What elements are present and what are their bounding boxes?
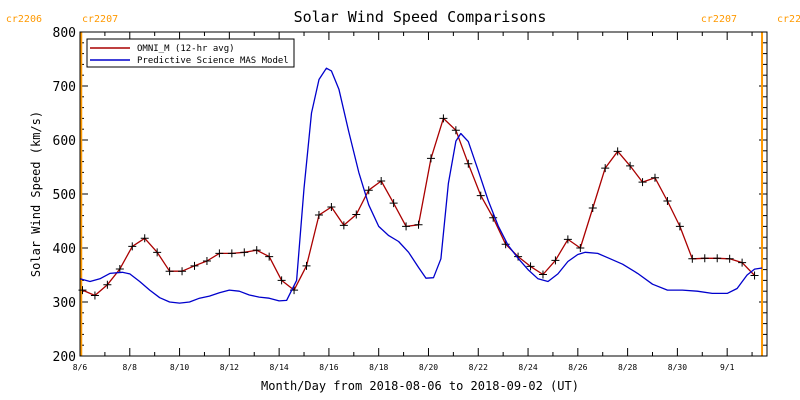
data-point-marker	[725, 254, 734, 263]
y-tick-label: 600	[53, 134, 76, 149]
x-tick-label: 8/16	[319, 363, 338, 372]
data-point-marker	[327, 202, 336, 211]
data-point-marker	[526, 262, 535, 271]
y-axis-label: Solar Wind Speed (km/s)	[29, 111, 43, 277]
data-point-marker	[439, 114, 448, 123]
data-point-marker	[402, 222, 411, 231]
carrington-label: cr2207	[82, 14, 118, 25]
data-point-marker	[551, 256, 560, 265]
data-point-marker	[115, 265, 124, 274]
x-tick-label: 8/10	[170, 363, 189, 372]
data-point-marker	[377, 177, 386, 186]
data-point-marker	[277, 276, 286, 285]
x-axis: 8/6 8/8 8/10 8/12 8/14 8/16 8/18 8/20 8/22 8/24 8/…	[73, 32, 753, 372]
data-point-marker	[153, 248, 162, 257]
data-point-marker	[128, 242, 137, 251]
y-tick-label: 300	[53, 296, 76, 311]
x-tick-label: 8/26	[568, 363, 587, 372]
plot-area: 200 300 400 500 600 700 800 8/6 8/8 8/10 8/12 8/14…	[53, 26, 768, 372]
data-point-marker	[626, 161, 635, 170]
x-tick-label: 8/18	[369, 363, 388, 372]
data-point-marker	[588, 204, 597, 213]
series-lines	[78, 67, 763, 304]
data-point-marker	[750, 271, 759, 280]
data-point-marker	[90, 291, 99, 300]
data-point-marker	[389, 199, 398, 208]
data-point-marker	[700, 254, 709, 263]
data-point-marker	[538, 270, 547, 279]
data-point-marker	[190, 261, 199, 270]
y-tick-label: 700	[53, 80, 76, 95]
data-point-marker	[489, 213, 498, 222]
legend-box	[86, 38, 295, 68]
data-point-marker	[738, 258, 747, 267]
carrington-rotation-lines	[80, 32, 764, 356]
data-point-marker	[352, 210, 361, 219]
x-axis-label: Month/Day from 2018-08-06 to 2018-09-02 …	[261, 379, 579, 393]
y-tick-label: 200	[53, 350, 76, 365]
carrington-label: cr2206	[6, 14, 42, 25]
y-tick-label: 500	[53, 188, 76, 203]
x-tick-label: 8/12	[220, 363, 239, 372]
data-point-marker	[514, 252, 523, 261]
x-tick-label: 8/24	[518, 363, 537, 372]
x-tick-label: 8/30	[668, 363, 687, 372]
y-tick-label: 400	[53, 242, 76, 257]
data-point-marker	[576, 244, 585, 252]
x-tick-label: 8/22	[469, 363, 488, 372]
x-tick-label: 8/14	[269, 363, 288, 372]
data-point-marker	[426, 154, 435, 163]
chart-title: Solar Wind Speed Comparisons	[294, 8, 547, 26]
data-point-marker	[613, 147, 622, 156]
data-point-marker	[451, 126, 460, 135]
data-point-marker	[464, 159, 473, 168]
data-point-marker	[140, 234, 149, 243]
x-tick-label: 8/8	[123, 363, 138, 372]
data-point-marker	[252, 246, 261, 255]
data-point-marker	[265, 252, 274, 261]
y-tick-label: 800	[53, 26, 76, 41]
plot-frame	[79, 31, 768, 357]
legend: OMNI_M (12-hr avg) Predictive Science MA…	[86, 38, 295, 68]
data-point-marker	[650, 173, 659, 182]
data-point-marker	[364, 186, 373, 195]
data-point-marker	[302, 261, 311, 270]
data-point-marker	[476, 191, 485, 200]
data-point-marker	[601, 164, 610, 173]
x-tick-label: 8/28	[618, 363, 637, 372]
data-point-marker	[563, 235, 572, 244]
data-point-marker	[713, 254, 722, 263]
x-tick-label: 8/6	[73, 363, 88, 372]
legend-label-mas: Predictive Science MAS Model	[137, 56, 289, 66]
carrington-rotation-labels: cr2206 cr2207 cr2207 cr2208	[6, 14, 800, 25]
data-point-marker	[675, 222, 684, 231]
data-point-marker	[202, 256, 211, 265]
x-tick-label: 9/1	[720, 363, 735, 372]
data-point-marker	[663, 197, 672, 206]
data-point-marker	[178, 267, 187, 276]
data-point-marker	[227, 249, 236, 258]
data-point-marker	[215, 249, 224, 258]
data-point-marker	[339, 221, 348, 230]
data-point-marker	[240, 248, 249, 257]
data-point-marker	[638, 178, 647, 187]
data-point-marker	[414, 220, 423, 229]
data-point-marker	[688, 254, 697, 263]
x-tick-label: 8/20	[419, 363, 438, 372]
data-point-marker	[314, 211, 323, 220]
series-line-1	[79, 67, 763, 304]
carrington-label: cr2207	[701, 14, 737, 25]
carrington-label: cr2208	[777, 14, 800, 25]
legend-label-omni: OMNI_M (12-hr avg)	[137, 44, 235, 54]
data-point-marker	[103, 280, 112, 289]
data-point-marker	[165, 267, 174, 276]
